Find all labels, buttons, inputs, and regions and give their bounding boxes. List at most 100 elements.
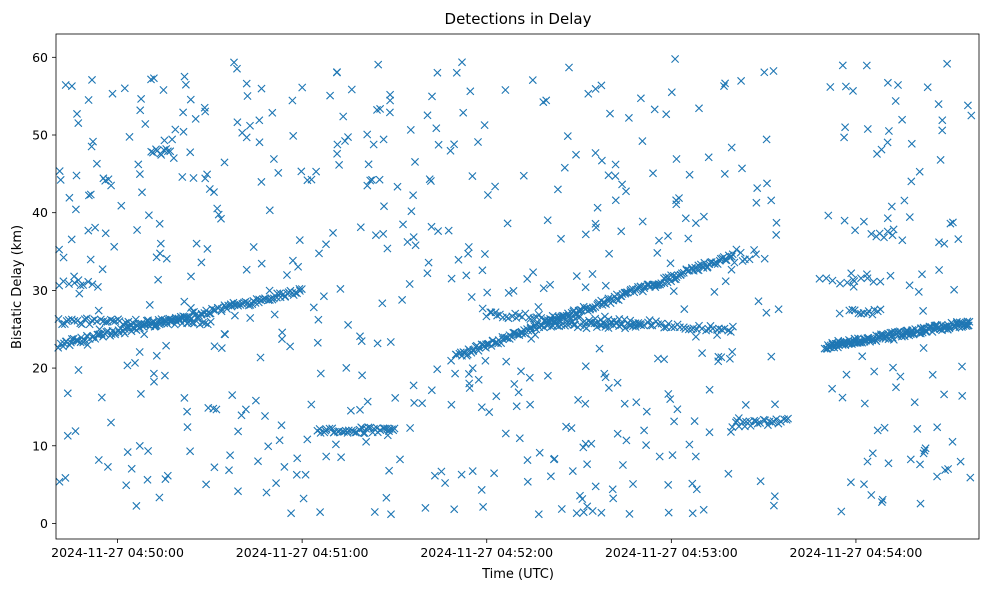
clutter-point xyxy=(468,172,477,181)
clutter-point xyxy=(101,229,110,238)
detection-point xyxy=(349,427,358,436)
data-points xyxy=(54,55,976,519)
clutter-point xyxy=(685,440,694,449)
clutter-point xyxy=(638,217,647,226)
clutter-point xyxy=(653,248,662,257)
clutter-point xyxy=(918,270,926,279)
clutter-point xyxy=(362,437,371,446)
detection-point xyxy=(166,147,175,156)
clutter-point xyxy=(255,116,264,125)
clutter-point xyxy=(772,230,781,239)
clutter-point xyxy=(717,353,726,362)
clutter-point xyxy=(655,236,663,245)
detection-point xyxy=(883,227,892,236)
clutter-point xyxy=(382,493,391,502)
clutter-point xyxy=(672,155,681,163)
detection-point xyxy=(848,305,857,314)
clutter-point xyxy=(828,384,837,393)
clutter-point xyxy=(287,509,296,518)
detection-point xyxy=(746,421,755,430)
clutter-point xyxy=(103,462,112,471)
clutter-point xyxy=(690,417,699,426)
detection-point xyxy=(297,285,306,294)
clutter-point xyxy=(210,188,218,197)
clutter-point xyxy=(588,507,597,515)
clutter-point xyxy=(117,201,126,210)
clutter-point xyxy=(363,397,372,406)
clutter-point xyxy=(481,356,490,365)
clutter-point xyxy=(210,463,219,472)
clutter-point xyxy=(298,83,307,92)
clutter-point xyxy=(379,135,388,144)
clutter-point xyxy=(934,100,943,109)
clutter-point xyxy=(368,175,376,184)
clutter-point xyxy=(935,238,943,247)
clutter-point xyxy=(141,120,150,128)
clutter-point xyxy=(963,101,972,110)
x-tick-label: 2024-11-27 04:52:00 xyxy=(420,545,553,560)
detection-point xyxy=(157,150,166,159)
clutter-point xyxy=(168,135,177,144)
clutter-point xyxy=(213,204,222,213)
clutter-point xyxy=(604,171,613,180)
clutter-point xyxy=(526,400,535,409)
clutter-point xyxy=(264,442,273,451)
clutter-point xyxy=(870,367,879,376)
y-tick-label: 20 xyxy=(32,361,48,376)
clutter-point xyxy=(762,135,771,144)
clutter-point xyxy=(186,303,195,312)
clutter-point xyxy=(474,375,483,384)
clutter-point xyxy=(374,60,383,69)
clutter-point xyxy=(672,196,681,205)
detection-point xyxy=(631,322,640,331)
clutter-point xyxy=(966,473,975,482)
detection-point xyxy=(295,284,304,293)
clutter-point xyxy=(55,167,64,176)
clutter-point xyxy=(581,439,590,448)
clutter-point xyxy=(591,482,600,491)
clutter-point xyxy=(61,473,70,482)
detection-point xyxy=(188,308,197,317)
clutter-point xyxy=(149,74,158,83)
clutter-point xyxy=(356,405,364,414)
clutter-point xyxy=(398,295,407,304)
clutter-point xyxy=(257,84,266,93)
clutter-point xyxy=(597,81,606,90)
clutter-point xyxy=(891,97,900,105)
detection-point xyxy=(684,325,693,334)
clutter-point xyxy=(913,424,922,433)
clutter-point xyxy=(427,386,436,395)
clutter-point xyxy=(234,487,242,496)
clutter-point xyxy=(241,405,250,414)
clutter-point xyxy=(181,80,190,89)
detection-point xyxy=(727,252,736,261)
clutter-point xyxy=(483,191,492,199)
clutter-point xyxy=(550,454,559,463)
detection-point xyxy=(962,322,971,330)
clutter-point xyxy=(557,505,566,513)
clutter-point xyxy=(863,457,872,466)
detection-point xyxy=(876,277,885,286)
clutter-point xyxy=(529,268,538,277)
clutter-point xyxy=(125,132,134,141)
clutter-point xyxy=(664,231,672,240)
clutter-point xyxy=(862,270,871,279)
x-tick-label: 2024-11-27 04:53:00 xyxy=(605,545,738,560)
clutter-point xyxy=(335,160,344,169)
detection-point xyxy=(198,318,207,327)
clutter-point xyxy=(772,218,781,227)
clutter-point xyxy=(73,109,81,118)
clutter-point xyxy=(249,243,258,251)
clutter-point xyxy=(601,281,610,290)
clutter-point xyxy=(841,82,850,91)
clutter-point xyxy=(514,388,523,397)
clutter-point xyxy=(137,94,146,103)
clutter-point xyxy=(954,235,963,244)
clutter-point xyxy=(940,390,949,399)
clutter-point xyxy=(688,509,697,518)
clutter-point xyxy=(130,324,139,333)
clutter-point xyxy=(67,82,76,91)
clutter-point xyxy=(72,171,81,180)
clutter-point xyxy=(447,400,456,409)
clutter-point xyxy=(192,239,201,248)
